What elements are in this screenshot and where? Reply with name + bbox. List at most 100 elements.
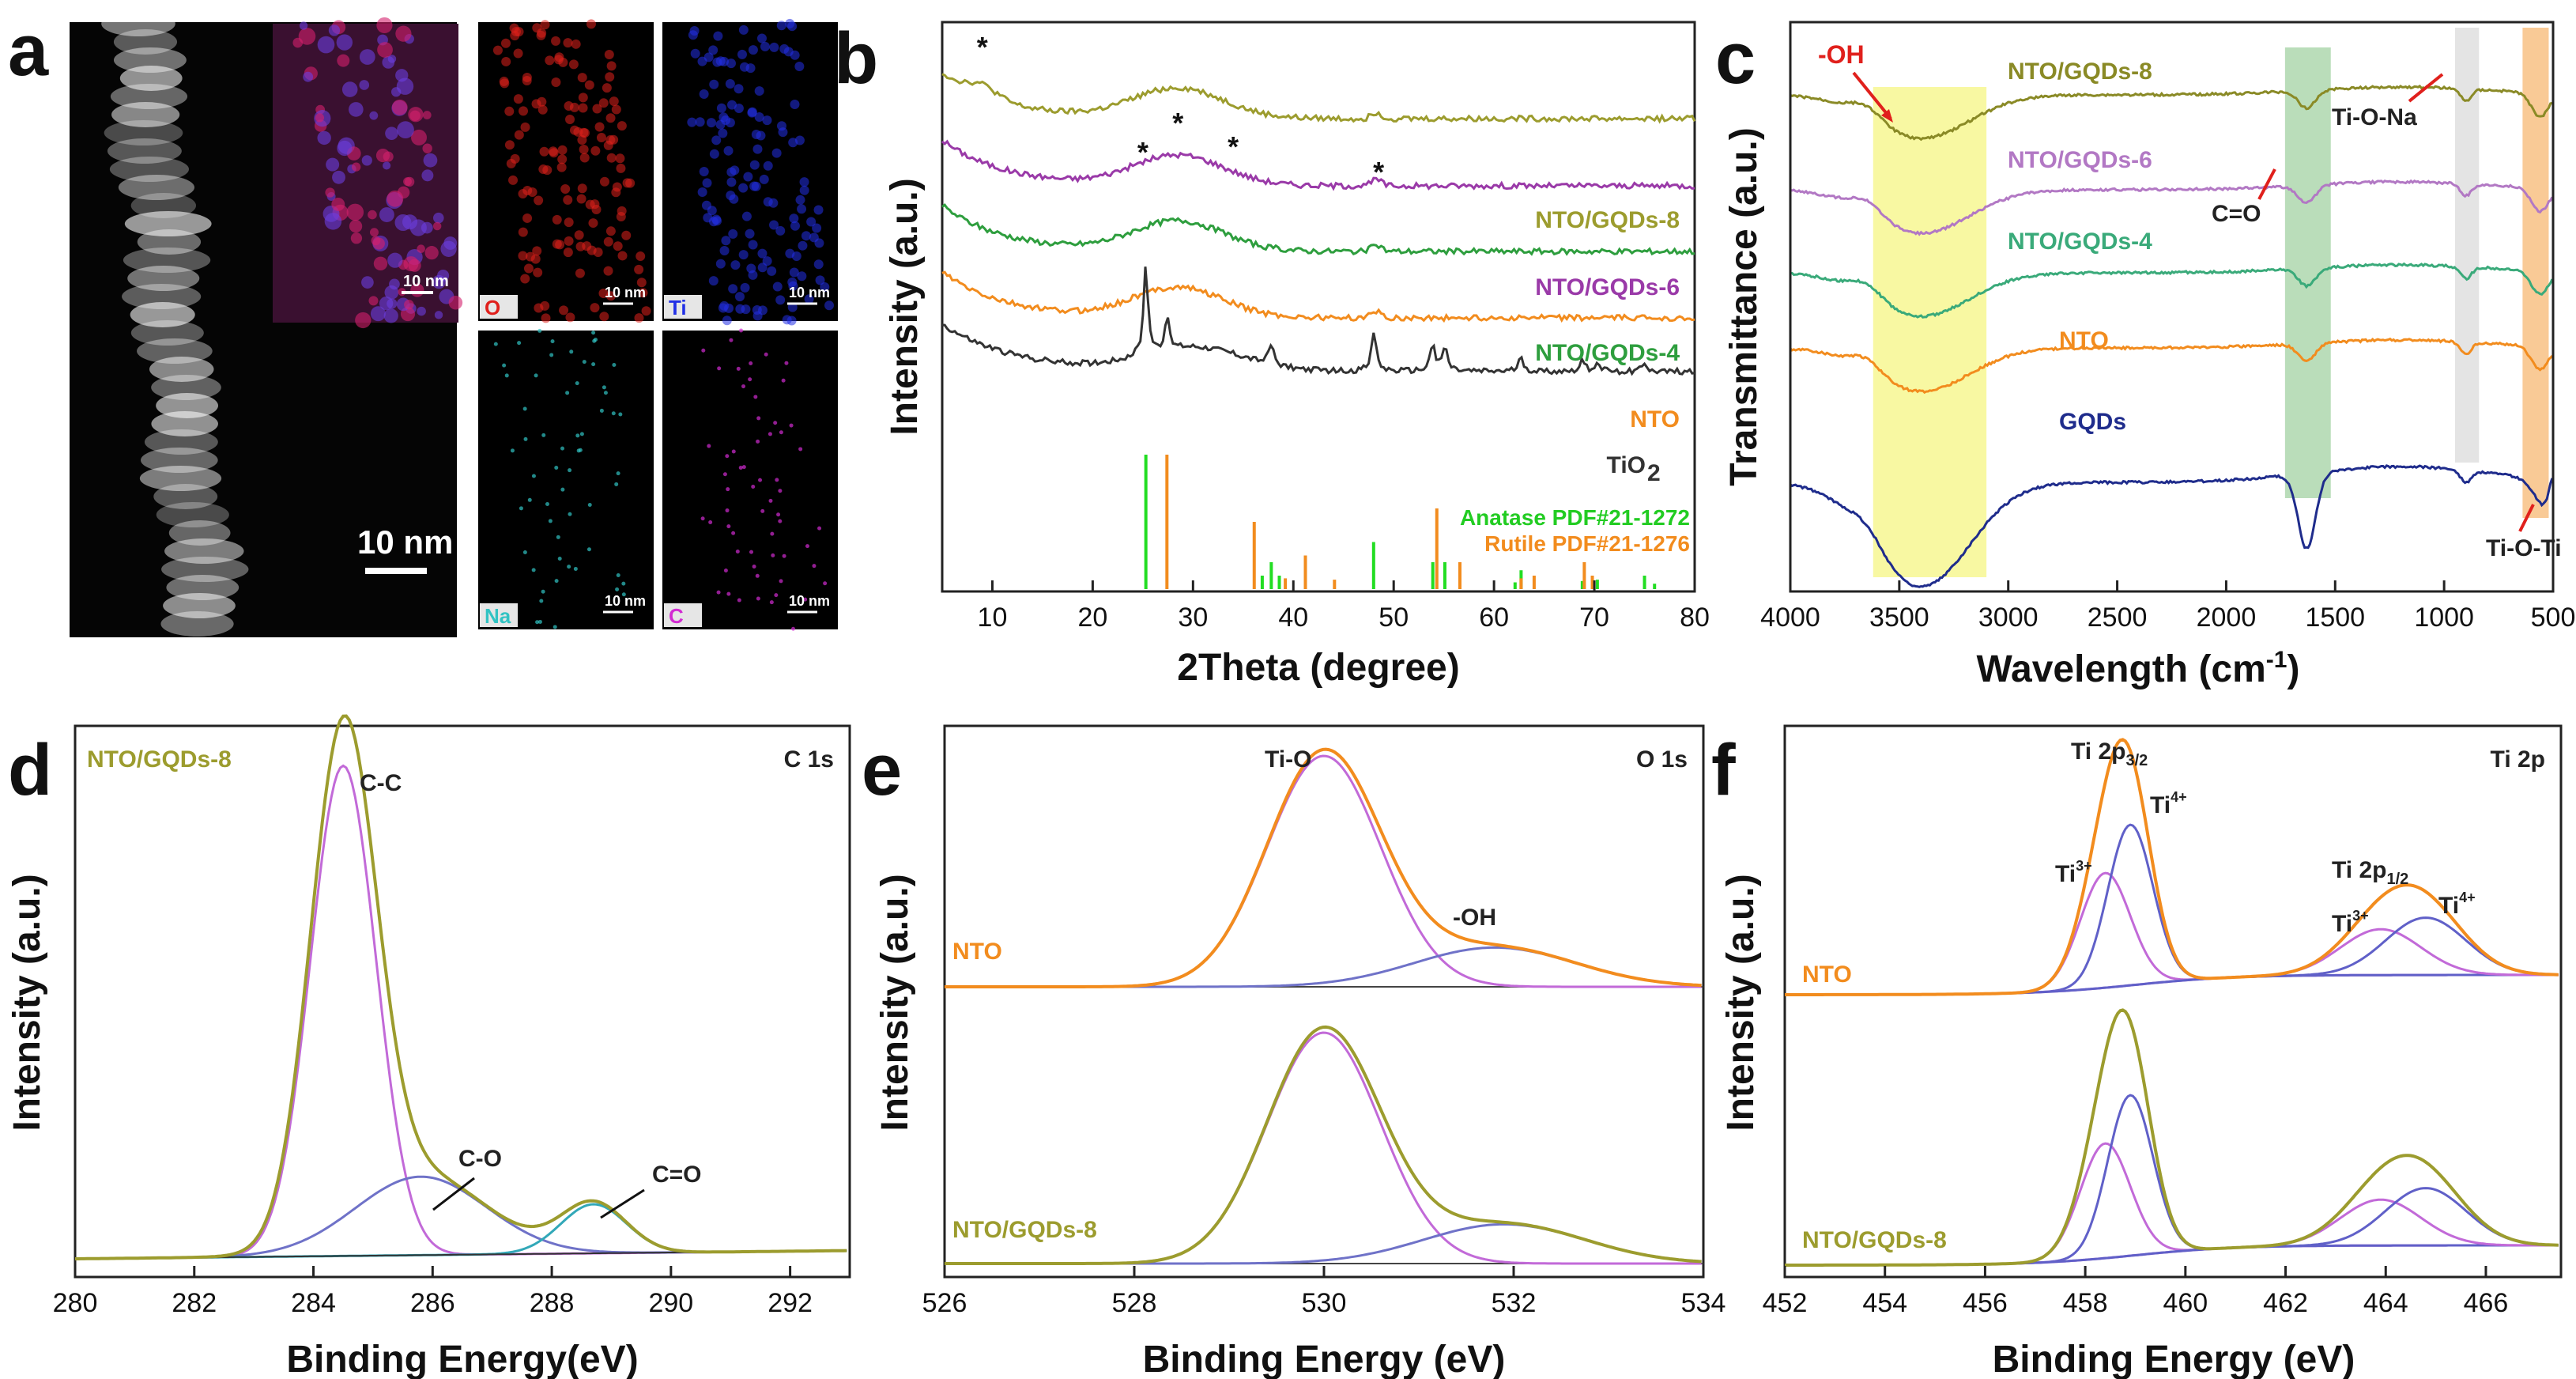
eds-dot-ti (726, 177, 737, 187)
star-marker: * (1137, 136, 1148, 168)
eds-dot-o (518, 189, 528, 199)
eds-tag-bg (480, 603, 518, 627)
overlay-dot (402, 214, 418, 230)
eds-dot-o (559, 305, 569, 315)
eds-dot-o (522, 72, 532, 82)
overlay-dot (351, 162, 361, 172)
o1s-tick-label: 534 (1681, 1288, 1726, 1318)
ti3-label-b: Ti3+ (2332, 908, 2369, 937)
overlay-dot (355, 312, 372, 329)
eds-dot-o (615, 153, 625, 164)
eds-dot-o (563, 195, 573, 205)
ftir-tick-label: 3000 (1978, 603, 2039, 633)
eds-dot-na (573, 566, 578, 571)
oh-peak-label: -OH (1453, 905, 1496, 931)
overlay-dot (391, 99, 408, 115)
eds-dot-c (756, 439, 760, 444)
eds-dot-o (605, 291, 616, 301)
ftir-curve-4 (1790, 464, 2554, 588)
eds-dot-o (537, 104, 548, 115)
eds-dot-c (731, 449, 736, 454)
band-0 (1873, 87, 1987, 577)
eds-dot-na (611, 411, 616, 416)
rutile-ref-label: Rutile PDF#21-1276 (1484, 531, 1690, 556)
eds-dot-o (612, 182, 622, 192)
eds-dot-na (557, 556, 562, 561)
o1s-x-ticks: 526 528 530 532 534 (922, 1266, 1726, 1318)
ftir-series (1789, 84, 2554, 588)
oh-band-label: -OH (1818, 40, 1865, 69)
rod-segment (153, 484, 218, 509)
eds-dot-na (575, 433, 580, 438)
overlay-dot (369, 228, 379, 237)
panel-c-ftir: 4000 3500 3000 2500 2000 1500 1000 500 NTO/GQDs… (1723, 21, 2575, 690)
eds-dot-ti (708, 217, 718, 227)
xrd-series (941, 73, 1696, 376)
eds-dot-o (604, 49, 614, 59)
eds-dot-ti (749, 160, 760, 170)
eds-dot-na (615, 587, 620, 591)
eds-dot-ti (727, 100, 737, 110)
eds-dot-ti (715, 259, 726, 269)
eds-dot-c (748, 377, 752, 382)
ti2p-peak-0-0 (1785, 871, 2559, 996)
panel-letter-a: a (8, 10, 49, 91)
eds-dot-o (552, 239, 562, 249)
eds-dot-o (557, 145, 568, 155)
panel-d-c1s: 280 282 284 286 288 290 292 NTO/GQDs-8 C 1s C-… (6, 714, 851, 1379)
eds-dot-o (563, 247, 573, 258)
overlay-dot (417, 306, 426, 316)
anatase-ref-label: Anatase PDF#21-1272 (1460, 505, 1690, 530)
eds-scale-label: 10 nm (605, 593, 646, 609)
o1s-curves (945, 747, 1703, 1265)
eds-dot-ti (713, 31, 723, 41)
eds-dot-ti (794, 61, 805, 71)
overlay-dot (361, 276, 374, 289)
eds-dot-na (545, 502, 549, 507)
overlay-dot (341, 81, 358, 97)
eds-dot-na (553, 625, 557, 629)
ti4-label-a: Ti4+ (2150, 789, 2187, 818)
eds-dot-ti (790, 50, 800, 60)
eds-dot-o (564, 100, 574, 111)
panel-a-micrographs: 10 nm 10 nm O 10 nm Ti 10 nm Na 10 nm C 10 nm (70, 11, 838, 637)
eds-dot-ti (709, 79, 719, 89)
overlay-dot (387, 190, 404, 207)
rod-segment (122, 284, 202, 309)
ftir-tick-label: 2000 (2197, 603, 2257, 633)
eds-dot-o (603, 236, 613, 247)
ti2p-tick-label: 454 (1862, 1288, 1907, 1318)
eds-dot-c (725, 508, 730, 513)
overlay-dot (317, 130, 331, 145)
eds-dot-o (552, 214, 562, 225)
panel-letter-e: e (862, 730, 902, 810)
eds-dot-o (556, 162, 567, 172)
rod-segment (139, 466, 222, 491)
eds-dot-o (590, 199, 600, 210)
eds-dot-c (817, 526, 822, 531)
eds-dot-ti (763, 197, 773, 207)
eds-dot-ti (782, 315, 792, 325)
band-3 (2522, 28, 2549, 518)
eds-dot-o (557, 154, 568, 164)
eds-dot-ti (787, 302, 798, 312)
eds-dot-o (625, 178, 636, 188)
eds-dot-ti (789, 213, 799, 224)
ti2p-x-axis-title: Binding Energy (eV) (1993, 1339, 2355, 1379)
eds-dot-c (749, 550, 754, 554)
eds-dot-ti (719, 56, 730, 66)
overlay-scale-label: 10 nm (403, 273, 449, 290)
eds-dot-c (769, 600, 774, 605)
eds-dot-c (768, 498, 773, 503)
eds-dot-ti (771, 148, 782, 158)
eds-dot-o (605, 72, 615, 82)
ftir-label-nto: NTO (2059, 327, 2109, 353)
eds-dot-ti (756, 33, 767, 43)
o1s-corner-label: O 1s (1636, 746, 1688, 773)
eds-dot-c (735, 550, 740, 554)
overlay-dot (376, 17, 393, 34)
eds-scale-label: 10 nm (789, 593, 830, 609)
eds-dot-ti (748, 45, 758, 55)
eds-dot-ti (697, 56, 707, 66)
eds-dot-o (506, 158, 516, 168)
